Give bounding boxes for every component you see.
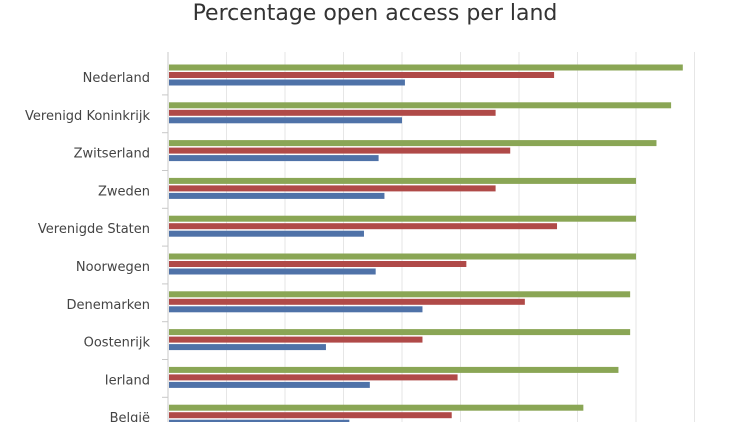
bar-series-3[interactable] [169,230,364,237]
bars [169,64,683,422]
bar-series-2[interactable] [169,223,558,230]
bar-series-2[interactable] [169,261,467,267]
bar-series-3[interactable] [169,268,376,275]
bar-series-3[interactable] [169,381,370,388]
bar-series-3[interactable] [169,192,385,199]
bar-series-1[interactable] [169,64,683,71]
bar-series-2[interactable] [169,298,525,305]
bar-series-2[interactable] [169,72,555,78]
bar-series-3[interactable] [169,79,405,86]
category-label: Oostenrijk [84,336,151,351]
bar-series-2[interactable] [169,336,423,343]
bar-series-2[interactable] [169,185,496,192]
bar-series-2[interactable] [169,374,458,381]
bar-series-1[interactable] [169,366,619,373]
bar-series-1[interactable] [169,253,636,260]
category-label: Verenigd Koninkrijk [25,109,150,124]
bar-series-2[interactable] [169,147,511,154]
category-labels: Nederland Verenigd Koninkrijk Zwitserland Z… [25,71,150,422]
bar-series-1[interactable] [169,329,631,336]
category-label: Noorwegen [76,260,150,275]
bar-series-1[interactable] [169,291,631,298]
bar-series-3[interactable] [169,155,379,162]
bar-series-1[interactable] [169,177,636,184]
chart-title: Percentage open access per land [192,1,558,26]
category-label: Zwitserland [74,147,150,162]
category-label: Denemarken [66,298,150,313]
bar-series-1[interactable] [169,215,636,222]
category-label: België [110,411,150,422]
bar-series-2[interactable] [169,412,452,419]
bar-series-3[interactable] [169,306,423,313]
bar-series-3[interactable] [169,419,350,422]
bar-series-3[interactable] [169,344,326,351]
category-label: Zweden [98,184,150,199]
bar-series-1[interactable] [169,140,657,147]
category-label: Ierland [105,373,150,388]
bar-series-3[interactable] [169,117,402,124]
bar-series-1[interactable] [169,404,584,411]
bar-series-1[interactable] [169,102,672,109]
category-label: Verenigde Staten [38,222,150,237]
bar-series-2[interactable] [169,109,496,116]
category-label: Nederland [83,71,150,86]
